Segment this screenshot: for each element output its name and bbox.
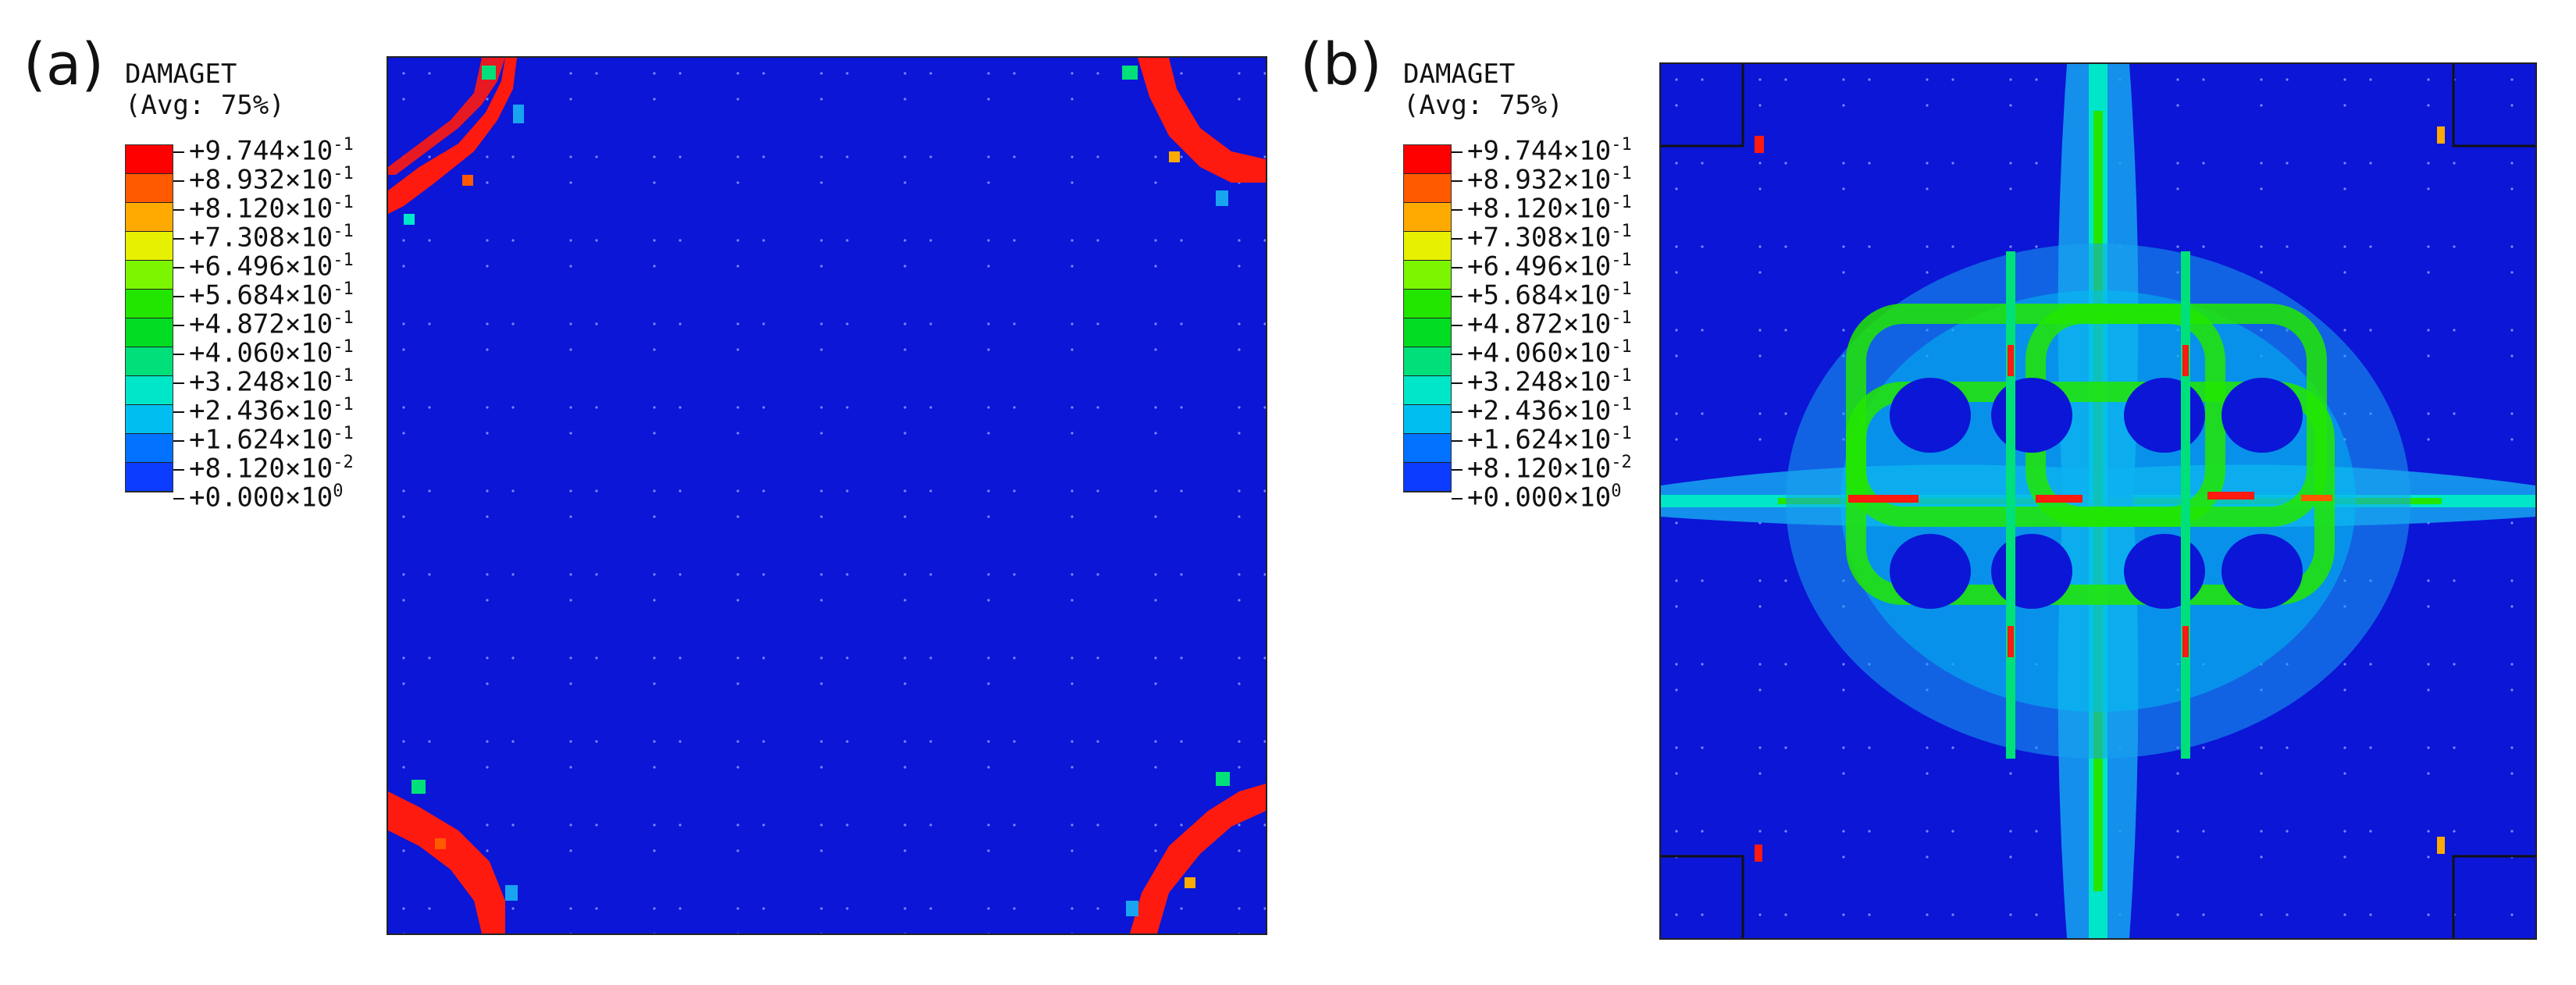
legend-tick-label: +6.496×10-1 xyxy=(173,246,354,281)
legend-tick-label: +5.684×10-1 xyxy=(1452,275,1632,310)
legend-swatch xyxy=(1404,405,1451,434)
legend-color-bar xyxy=(1403,144,1452,492)
damage-corner-bottom-left xyxy=(388,780,518,933)
legend-tick-label: +8.120×10-2 xyxy=(173,448,354,483)
legend-swatch xyxy=(126,145,173,174)
panel-b-contour-plot xyxy=(1659,62,2537,940)
legend-swatch xyxy=(1404,232,1451,261)
legend-swatch xyxy=(1404,347,1451,376)
legend-tick-label: +2.436×10-1 xyxy=(1452,390,1632,425)
legend-tick-label: +4.060×10-1 xyxy=(1452,332,1632,368)
panel-a-contour-svg xyxy=(388,58,1266,933)
legend-tick-label: +1.624×10-1 xyxy=(173,419,354,454)
legend-tick-label: +9.744×10-1 xyxy=(173,130,354,165)
legend-swatch xyxy=(1404,376,1451,405)
legend-tick-label: +1.624×10-1 xyxy=(1452,419,1632,454)
legend-variable: DAMAGET xyxy=(125,59,237,90)
legend-swatch xyxy=(126,232,173,261)
panel-b-legend: DAMAGET (Avg: 75%) +9.744×10-1 +8.932×10-… xyxy=(1403,59,1840,527)
legend-tick-label: +9.744×10-1 xyxy=(1452,130,1632,165)
damage-corner-top-right xyxy=(1122,58,1266,206)
damage-corner-top-left xyxy=(388,58,524,225)
legend-tick-label: +3.248×10-1 xyxy=(173,361,354,396)
legend-swatch xyxy=(126,434,173,463)
panel-b-label: (b) xyxy=(1300,31,1382,98)
legend-color-bar xyxy=(125,144,173,492)
legend-swatch xyxy=(126,174,173,203)
legend-swatch xyxy=(1404,145,1451,174)
legend-subtitle: (Avg: 75%) xyxy=(1403,90,1563,121)
legend-tick-label: +0.000×100 xyxy=(1452,477,1621,512)
legend-swatch xyxy=(126,290,173,318)
legend-title: DAMAGET (Avg: 75%) xyxy=(1403,59,1563,121)
legend-swatch xyxy=(1404,290,1451,318)
panel-a-contour-plot xyxy=(387,56,1267,935)
support-plate-outlines xyxy=(1661,64,2535,938)
legend-subtitle: (Avg: 75%) xyxy=(125,90,285,121)
legend-tick-label: +8.932×10-1 xyxy=(173,159,354,194)
legend-tick-label: +3.248×10-1 xyxy=(1452,361,1632,396)
legend-swatch xyxy=(1404,203,1451,232)
legend-swatch xyxy=(1404,318,1451,347)
damage-corner-bottom-right xyxy=(1126,772,1266,933)
legend-variable: DAMAGET xyxy=(1403,59,1516,90)
legend-tick-label: +4.872×10-1 xyxy=(1452,304,1632,339)
panel-b-contour-svg xyxy=(1661,64,2535,938)
legend-swatch xyxy=(126,405,173,434)
mesh-dots xyxy=(388,58,1266,933)
legend-swatch xyxy=(126,463,173,492)
panel-a-label: (a) xyxy=(23,31,105,98)
legend-tick-label: +4.060×10-1 xyxy=(173,332,354,368)
legend-swatch xyxy=(126,203,173,232)
legend-tick-label: +2.436×10-1 xyxy=(173,390,354,425)
legend-swatch xyxy=(126,318,173,347)
damage-support-spots xyxy=(1755,126,2445,862)
legend-tick-label: +8.120×10-2 xyxy=(1452,448,1632,483)
legend-tick-label: +5.684×10-1 xyxy=(173,275,354,310)
legend-swatch xyxy=(126,376,173,405)
legend-tick-label: +7.308×10-1 xyxy=(173,217,354,252)
legend-title: DAMAGET (Avg: 75%) xyxy=(125,59,285,121)
legend-tick-label: +7.308×10-1 xyxy=(1452,217,1632,252)
legend-tick-label: +8.120×10-1 xyxy=(173,188,354,223)
legend-tick-label: +4.872×10-1 xyxy=(173,304,354,339)
legend-tick-label: +8.932×10-1 xyxy=(1452,159,1632,194)
legend-swatch xyxy=(126,261,173,290)
panel-a-legend: DAMAGET (Avg: 75%) +9.744×10-1 +8.932×10-… xyxy=(125,59,562,527)
legend-swatch xyxy=(1404,174,1451,203)
legend-swatch xyxy=(1404,261,1451,290)
legend-swatch xyxy=(126,347,173,376)
damage-crack-lines xyxy=(1848,251,2332,759)
legend-tick-label: +0.000×100 xyxy=(173,477,343,512)
legend-swatch xyxy=(1404,463,1451,492)
legend-swatch xyxy=(1404,434,1451,463)
legend-tick-label: +8.120×10-1 xyxy=(1452,188,1632,223)
legend-tick-label: +6.496×10-1 xyxy=(1452,246,1632,281)
